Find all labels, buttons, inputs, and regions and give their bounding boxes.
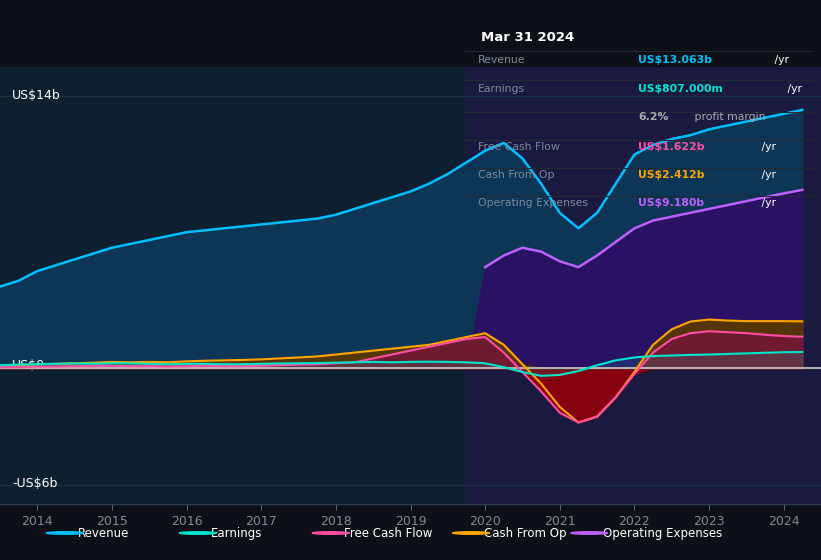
Text: -US$6b: -US$6b (12, 477, 57, 489)
Text: US$9.180b: US$9.180b (639, 198, 704, 208)
Circle shape (452, 532, 489, 534)
Text: /yr: /yr (758, 142, 776, 152)
Bar (466, 67, 821, 504)
Text: profit margin: profit margin (691, 112, 766, 122)
Text: Revenue: Revenue (78, 526, 130, 539)
Text: /yr: /yr (771, 54, 789, 64)
Text: Operating Expenses: Operating Expenses (478, 198, 588, 208)
Circle shape (312, 532, 349, 534)
Circle shape (179, 532, 216, 534)
Text: Revenue: Revenue (478, 54, 525, 64)
Text: Mar 31 2024: Mar 31 2024 (481, 31, 575, 44)
Text: US$807.000m: US$807.000m (639, 85, 723, 95)
Text: Cash From Op: Cash From Op (484, 526, 566, 539)
Text: /yr: /yr (758, 198, 776, 208)
Text: Free Cash Flow: Free Cash Flow (344, 526, 433, 539)
Text: US$1.622b: US$1.622b (639, 142, 704, 152)
Text: US$14b: US$14b (12, 89, 61, 102)
Text: Earnings: Earnings (478, 85, 525, 95)
Text: US$13.063b: US$13.063b (639, 54, 713, 64)
Text: Operating Expenses: Operating Expenses (603, 526, 722, 539)
Circle shape (46, 532, 83, 534)
Text: Cash From Op: Cash From Op (478, 170, 554, 180)
Text: Earnings: Earnings (211, 526, 263, 539)
Text: /yr: /yr (784, 85, 802, 95)
Text: US$2.412b: US$2.412b (639, 170, 704, 180)
Text: US$0: US$0 (12, 360, 45, 372)
Circle shape (571, 532, 608, 534)
Text: 6.2%: 6.2% (639, 112, 669, 122)
Text: Free Cash Flow: Free Cash Flow (478, 142, 560, 152)
Text: /yr: /yr (758, 170, 776, 180)
